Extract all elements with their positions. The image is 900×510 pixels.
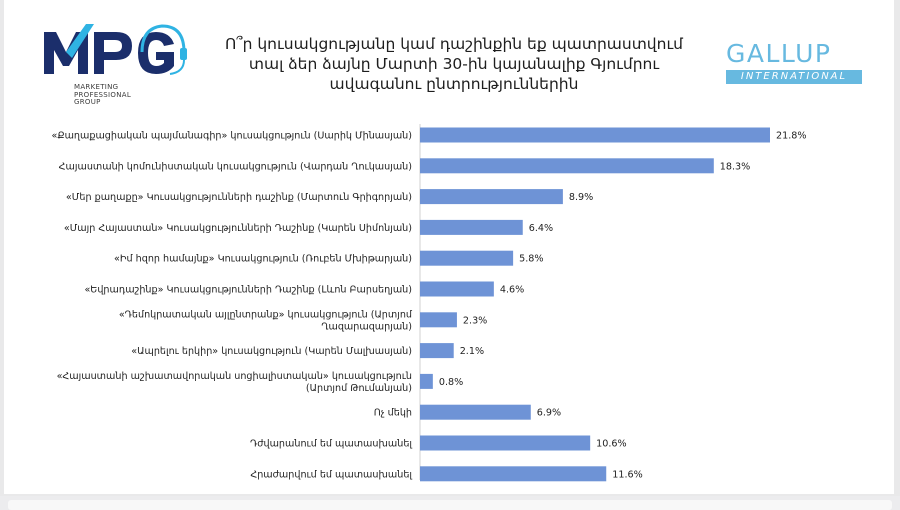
bar — [420, 127, 770, 143]
bar — [420, 312, 457, 328]
category-label: Հայաստանի կոմունիստական կուսակցություն (… — [59, 161, 412, 172]
category-label: «Հայաստանի աշխատավորական սոցիալիստական» … — [57, 371, 412, 394]
data-label: 2.1% — [460, 346, 484, 357]
data-label: 0.8% — [439, 377, 463, 388]
data-label: 6.9% — [537, 408, 561, 419]
bar — [420, 466, 607, 482]
mpg-logo-mark — [44, 24, 187, 75]
slide: MARKETING PROFESSIONAL GROUP Ո՞ր կուսակց… — [4, 0, 894, 494]
category-label: Ոչ մեկի — [374, 408, 412, 419]
bar — [420, 250, 514, 266]
category-label: «Ապրելու երկիր» կուսակցություն (Կարեն Մա… — [131, 346, 412, 357]
category-label: «Քաղաքացիական պայմանագիր» կուսակցություն… — [51, 131, 412, 142]
bar — [420, 158, 714, 174]
mpg-logo-subtitle: MARKETING PROFESSIONAL GROUP — [74, 83, 132, 106]
bottom-strip — [0, 496, 900, 510]
category-label: Դժվարանում եմ պատասխանել — [250, 439, 412, 450]
category-label: «Մեր քաղաքը» Կուսակցությունների դաշինք (… — [66, 192, 412, 203]
data-label: 10.6% — [596, 439, 626, 450]
category-label: «Դեմոկրատական այլընտրանք» կուսակցություն… — [119, 309, 413, 332]
mpg-logo: MARKETING PROFESSIONAL GROUP — [42, 22, 192, 112]
chart-title: Ո՞ր կուսակցությանը կամ դաշինքին եք պատրա… — [224, 35, 683, 93]
data-label: 4.6% — [500, 285, 524, 296]
data-label: 6.4% — [529, 223, 553, 234]
category-label: «Իմ հզոր համայնք» Կուսակցություն (Ռուբեն… — [114, 254, 412, 265]
gallup-logo: GALLUP INTERNATIONAL — [726, 41, 862, 87]
gallup-logo-tag: INTERNATIONAL — [726, 70, 862, 84]
data-label: 21.8% — [776, 131, 806, 142]
category-label: «Եվրադաշինք» Կուսակցությունների Դաշինք (… — [84, 285, 412, 296]
bar — [420, 219, 523, 235]
data-label: 5.8% — [519, 254, 543, 265]
bar — [420, 404, 531, 420]
data-label: 18.3% — [720, 161, 750, 172]
data-label: 2.3% — [463, 315, 487, 326]
bar — [420, 343, 454, 359]
category-label: «Մայր Հայաստան» Կուսակցությունների Դաշին… — [64, 223, 412, 234]
bar-chart: 21.8% «Քաղաքացիական պայմանագիր» կուսակցու… — [51, 124, 806, 482]
category-label: Հրաժարվում եմ պատասխանել — [250, 469, 412, 480]
data-label: 8.9% — [569, 192, 593, 203]
bar — [420, 281, 494, 297]
bar — [420, 373, 433, 389]
data-label: 11.6% — [612, 469, 642, 480]
bar — [420, 189, 563, 205]
gallup-logo-word: GALLUP — [726, 39, 832, 68]
bar — [420, 435, 591, 451]
